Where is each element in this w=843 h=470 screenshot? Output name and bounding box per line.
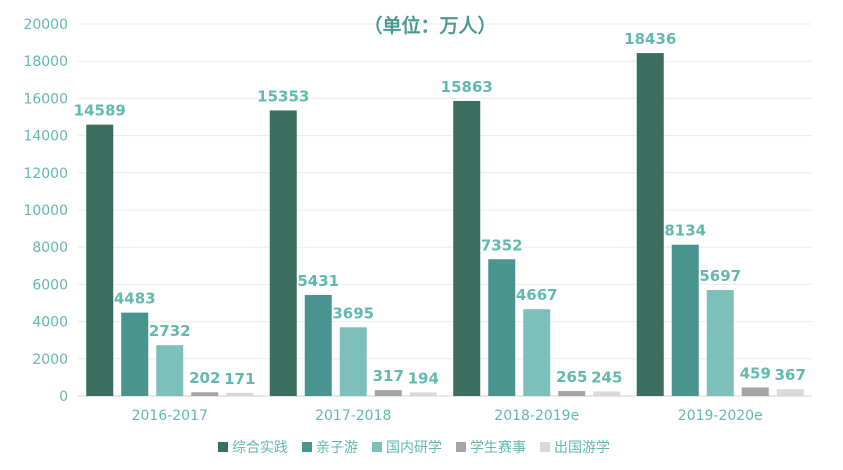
legend: 综合实践 亲子游 国内研学 学生赛事 出国游学 (218, 440, 610, 456)
data-label: 5697 (699, 267, 741, 285)
bar (121, 312, 149, 396)
x-tick-label: 2017-2018 (315, 408, 391, 424)
data-label: 8134 (664, 222, 706, 240)
bars (86, 53, 804, 397)
data-label: 265 (556, 368, 587, 386)
legend-swatch (540, 442, 550, 452)
bar (269, 110, 297, 396)
bar (304, 294, 332, 396)
data-label: 2732 (149, 322, 191, 340)
y-tick-label: 20000 (23, 17, 68, 33)
bar (86, 124, 114, 397)
bar (226, 392, 254, 396)
data-label: 317 (373, 367, 404, 385)
y-tick-label: 14000 (23, 129, 68, 145)
data-label: 3695 (332, 304, 374, 322)
x-axis: 2016-2017 2017-2018 2018-2019e 2019-2020e (132, 408, 763, 424)
unit-label: （单位：万人） (363, 14, 496, 37)
bar (156, 345, 184, 396)
data-label: 4483 (114, 290, 156, 308)
data-label: 194 (408, 369, 439, 387)
data-label: 15863 (441, 78, 493, 96)
y-tick-label: 4000 (32, 315, 68, 331)
data-label: 15353 (257, 87, 309, 105)
bar (706, 290, 734, 396)
x-tick-label: 2019-2020e (678, 408, 763, 424)
legend-label: 亲子游 (316, 440, 358, 456)
y-tick-label: 8000 (32, 240, 68, 256)
legend-swatch (302, 442, 312, 452)
y-tick-label: 12000 (23, 166, 68, 182)
y-tick-label: 16000 (23, 91, 68, 107)
x-tick-label: 2018-2019e (494, 408, 579, 424)
y-tick-label: 0 (59, 389, 68, 405)
bar (671, 244, 699, 396)
data-label: 171 (224, 370, 255, 388)
bar (636, 53, 664, 397)
bar (409, 392, 437, 396)
y-tick-label: 6000 (32, 277, 68, 293)
data-label: 459 (740, 364, 771, 382)
data-label: 14589 (74, 102, 126, 120)
bar (558, 391, 586, 396)
legend-swatch (456, 442, 466, 452)
y-tick-label: 2000 (32, 352, 68, 368)
y-tick-label: 10000 (23, 203, 68, 219)
bar (523, 309, 551, 396)
legend-label: 学生赛事 (470, 440, 526, 456)
data-label: 4667 (516, 286, 558, 304)
data-label: 367 (775, 366, 806, 384)
data-label: 202 (189, 369, 220, 387)
data-label: 245 (591, 368, 622, 386)
data-label: 5431 (297, 272, 339, 290)
data-label: 18436 (624, 30, 676, 48)
bar (776, 389, 804, 396)
legend-swatch (218, 442, 228, 452)
bar (453, 100, 481, 397)
y-tick-label: 18000 (23, 54, 68, 70)
data-labels: 14589 4483 2732 202 171 15353 5431 3695 317 194 15… (74, 30, 806, 388)
legend-label: 出国游学 (554, 440, 610, 456)
bar (191, 392, 219, 396)
bar (488, 259, 516, 396)
bar (593, 391, 621, 396)
legend-swatch (372, 442, 382, 452)
bar (741, 387, 769, 396)
y-axis: 0 2000 4000 6000 8000 10000 12000 14000 16000 180… (23, 17, 68, 405)
data-label: 7352 (481, 236, 523, 254)
bar (339, 327, 367, 396)
bar (374, 390, 402, 396)
legend-label: 综合实践 (232, 440, 288, 456)
legend-label: 国内研学 (386, 440, 442, 456)
x-tick-label: 2016-2017 (132, 408, 208, 424)
